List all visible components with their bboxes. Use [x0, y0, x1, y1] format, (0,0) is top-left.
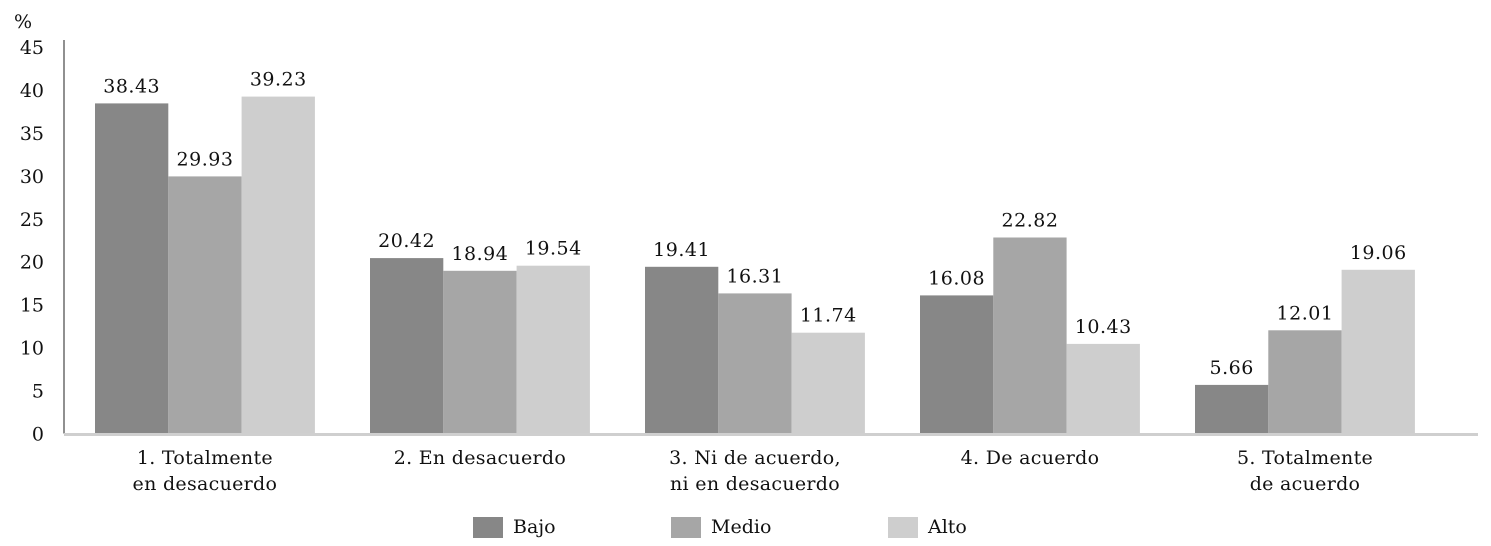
bar-groups: 38.43 29.93 39.23 20.42 18.94 19.54 19.41 16.31…: [95, 69, 1415, 434]
legend-label: Alto: [927, 516, 967, 538]
bar-value-label: 22.82: [1002, 210, 1059, 232]
legend-item: Alto: [888, 516, 967, 538]
legend-swatch: [671, 517, 701, 538]
bar-value-label: 19.54: [525, 238, 582, 260]
legend-item: Bajo: [473, 516, 556, 538]
x-category-label: 5. Totalmente: [1237, 447, 1373, 469]
bar: [241, 96, 315, 434]
bar-value-label: 39.23: [250, 69, 307, 91]
y-tick-label: 25: [20, 209, 44, 231]
bar-group: 38.43 29.93 39.23: [95, 69, 315, 434]
bar-value-label: 11.74: [800, 305, 857, 327]
x-category-label: ni en desacuerdo: [670, 473, 840, 495]
bar: [718, 293, 792, 434]
y-axis: 0 5 10 15 20 25 30 35 40 45: [20, 37, 65, 446]
y-tick-label: 45: [20, 37, 44, 59]
bar: [645, 266, 719, 434]
bar-value-label: 10.43: [1075, 316, 1132, 338]
bar-group: 5.66 12.01 19.06: [1195, 242, 1415, 434]
x-category-label: 3. Ni de acuerdo,: [669, 447, 841, 469]
y-tick-label: 10: [20, 338, 44, 360]
y-tick-label: 35: [20, 123, 44, 145]
bar: [1066, 343, 1140, 434]
bar: [95, 103, 169, 434]
bar-value-label: 18.94: [451, 243, 508, 265]
bar-group: 16.08 22.82 10.43: [920, 210, 1140, 434]
bar-value-label: 29.93: [177, 148, 234, 170]
bar: [443, 270, 517, 434]
bar-value-label: 5.66: [1210, 357, 1254, 379]
bar: [1195, 384, 1269, 434]
y-tick-label: 15: [20, 295, 44, 317]
bar: [920, 295, 994, 434]
x-category-label: 4. De acuerdo: [961, 447, 1100, 469]
bar: [1268, 330, 1342, 434]
x-category-label: de acuerdo: [1250, 473, 1361, 495]
x-category-label: 1. Totalmente: [137, 447, 273, 469]
bar-value-label: 20.42: [378, 230, 435, 252]
bar: [370, 258, 444, 434]
x-axis: 1. Totalmente en desacuerdo 2. En desacuer…: [64, 433, 1478, 495]
legend-item: Medio: [671, 516, 771, 538]
bar-value-label: 16.08: [928, 267, 985, 289]
bar-group: 20.42 18.94 19.54: [370, 230, 590, 434]
bar: [168, 176, 242, 434]
legend: Bajo Medio Alto: [473, 516, 967, 538]
legend-swatch: [473, 517, 503, 538]
x-category-label: 2. En desacuerdo: [394, 447, 566, 469]
bar-value-label: 12.01: [1277, 302, 1334, 324]
y-tick-label: 5: [32, 381, 44, 403]
y-tick-label: 30: [20, 166, 44, 188]
bar: [516, 265, 590, 434]
bar-value-label: 19.06: [1350, 242, 1407, 264]
y-tick-label: 40: [20, 80, 44, 102]
legend-label: Bajo: [513, 516, 556, 538]
bar-value-label: 38.43: [103, 75, 160, 97]
legend-swatch: [888, 517, 918, 538]
bar-value-label: 19.41: [653, 239, 710, 261]
y-tick-label: 20: [20, 252, 44, 274]
bar-value-label: 16.31: [726, 265, 783, 287]
legend-label: Medio: [711, 516, 771, 538]
bar-group: 19.41 16.31 11.74: [645, 239, 865, 434]
y-axis-unit-label: %: [14, 11, 32, 33]
x-category-label: en desacuerdo: [133, 473, 278, 495]
bar: [791, 332, 865, 434]
bar: [1341, 269, 1415, 434]
bar: [993, 237, 1067, 434]
y-tick-label: 0: [32, 424, 44, 446]
